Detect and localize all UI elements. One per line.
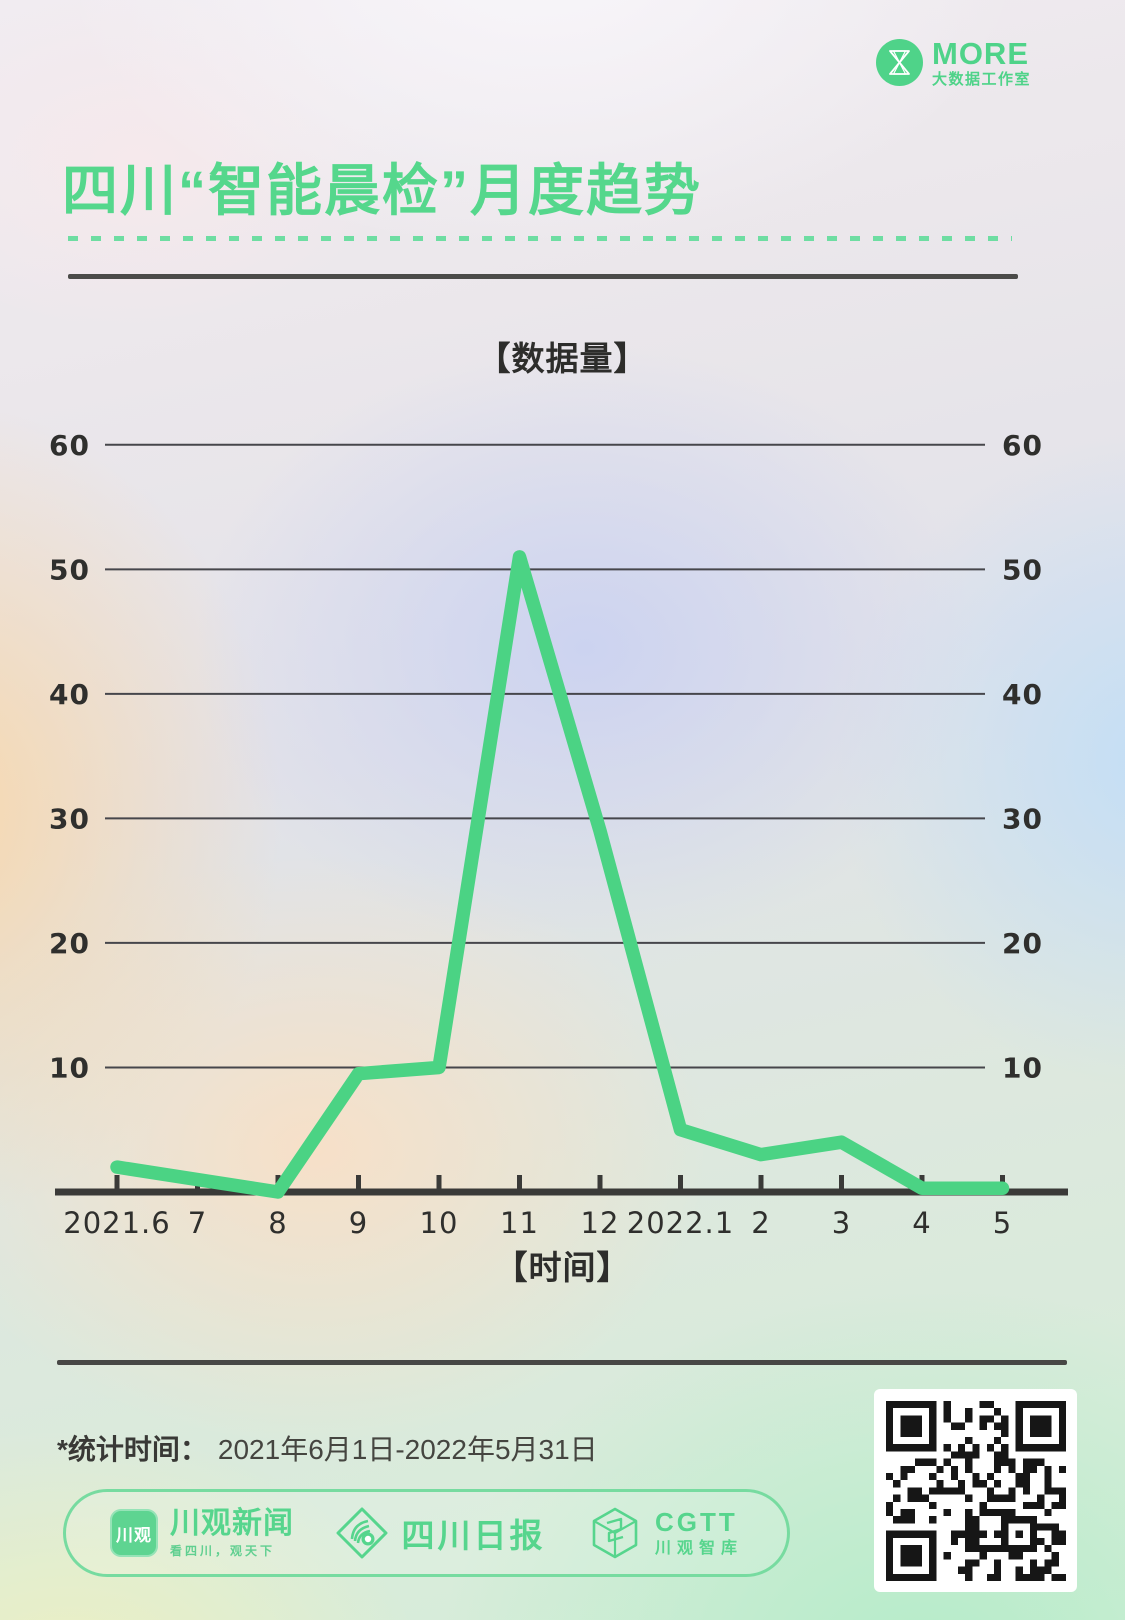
svg-text:2: 2: [751, 1206, 770, 1240]
page-title: 四川“智能晨检”月度趋势: [62, 159, 702, 222]
partner-cgtt: CGTT 川观智库: [587, 1505, 743, 1561]
partner-name: 川观新闻: [170, 1507, 294, 1540]
svg-text:10: 10: [49, 1051, 90, 1084]
stats-label: *统计时间：: [57, 1434, 208, 1465]
svg-text:4: 4: [912, 1206, 931, 1240]
cgtt-cube-icon: [592, 1507, 638, 1559]
partner-subtitle: 川观智库: [654, 1540, 743, 1557]
svg-text:3: 3: [832, 1206, 851, 1240]
svg-text:12: 12: [581, 1206, 620, 1240]
svg-text:40: 40: [1002, 678, 1043, 711]
qr-code-pattern: [885, 1400, 1066, 1581]
more-monogram-icon: [876, 39, 923, 86]
brand-name: MORE: [932, 36, 1029, 71]
brand-logo: MORE 大数据工作室: [876, 38, 1031, 87]
partner-chuanguan-news: 川观 川观新闻 看四川，观天下: [110, 1509, 294, 1557]
stats-note: *统计时间： 2021年6月1日-2022年5月31日: [57, 1428, 598, 1468]
svg-text:30: 30: [1002, 802, 1043, 835]
svg-text:20: 20: [1002, 927, 1043, 960]
svg-text:11: 11: [500, 1206, 539, 1240]
svg-text:50: 50: [1002, 553, 1043, 586]
header-divider: [68, 274, 1018, 279]
trend-chart: 10 10 20 20 30 30 40 40 50 50 60 60 2021.6 7 8 9 10 11 12 2…: [0, 380, 1125, 1260]
qr-code: [874, 1389, 1077, 1592]
partner-name: 四川日报: [401, 1517, 546, 1554]
svg-text:5: 5: [993, 1206, 1012, 1240]
xaxis-title: 【时间】: [494, 1249, 631, 1286]
svg-text:40: 40: [49, 678, 90, 711]
svg-text:8: 8: [268, 1206, 287, 1240]
footer-divider: [57, 1360, 1067, 1365]
svg-text:2022.1: 2022.1: [627, 1206, 734, 1240]
dashed-divider: [68, 236, 1012, 241]
chuanguan-news-badge-icon: 川观: [110, 1509, 158, 1557]
svg-text:10: 10: [420, 1206, 459, 1240]
partner-sichuan-daily: 四川日报: [335, 1506, 545, 1560]
sichuan-daily-diamond-icon: [336, 1507, 388, 1559]
stats-value: 2021年6月1日-2022年5月31日: [217, 1434, 598, 1465]
partner-tagline: 看四川，观天下: [170, 1544, 276, 1558]
brand-subtitle: 大数据工作室: [932, 71, 1032, 88]
svg-text:20: 20: [49, 927, 90, 960]
svg-text:2021.6: 2021.6: [63, 1206, 170, 1240]
svg-text:60: 60: [49, 429, 90, 462]
svg-text:60: 60: [1002, 429, 1043, 462]
svg-text:9: 9: [349, 1206, 368, 1240]
chart-title: 【数据量】: [477, 340, 648, 377]
svg-text:30: 30: [49, 802, 90, 835]
svg-text:7: 7: [188, 1206, 207, 1240]
partners-bar: 川观 川观新闻 看四川，观天下 四川日报: [63, 1489, 790, 1577]
svg-text:50: 50: [49, 553, 90, 586]
svg-text:10: 10: [1002, 1051, 1043, 1084]
partner-name: CGTT: [654, 1507, 738, 1537]
